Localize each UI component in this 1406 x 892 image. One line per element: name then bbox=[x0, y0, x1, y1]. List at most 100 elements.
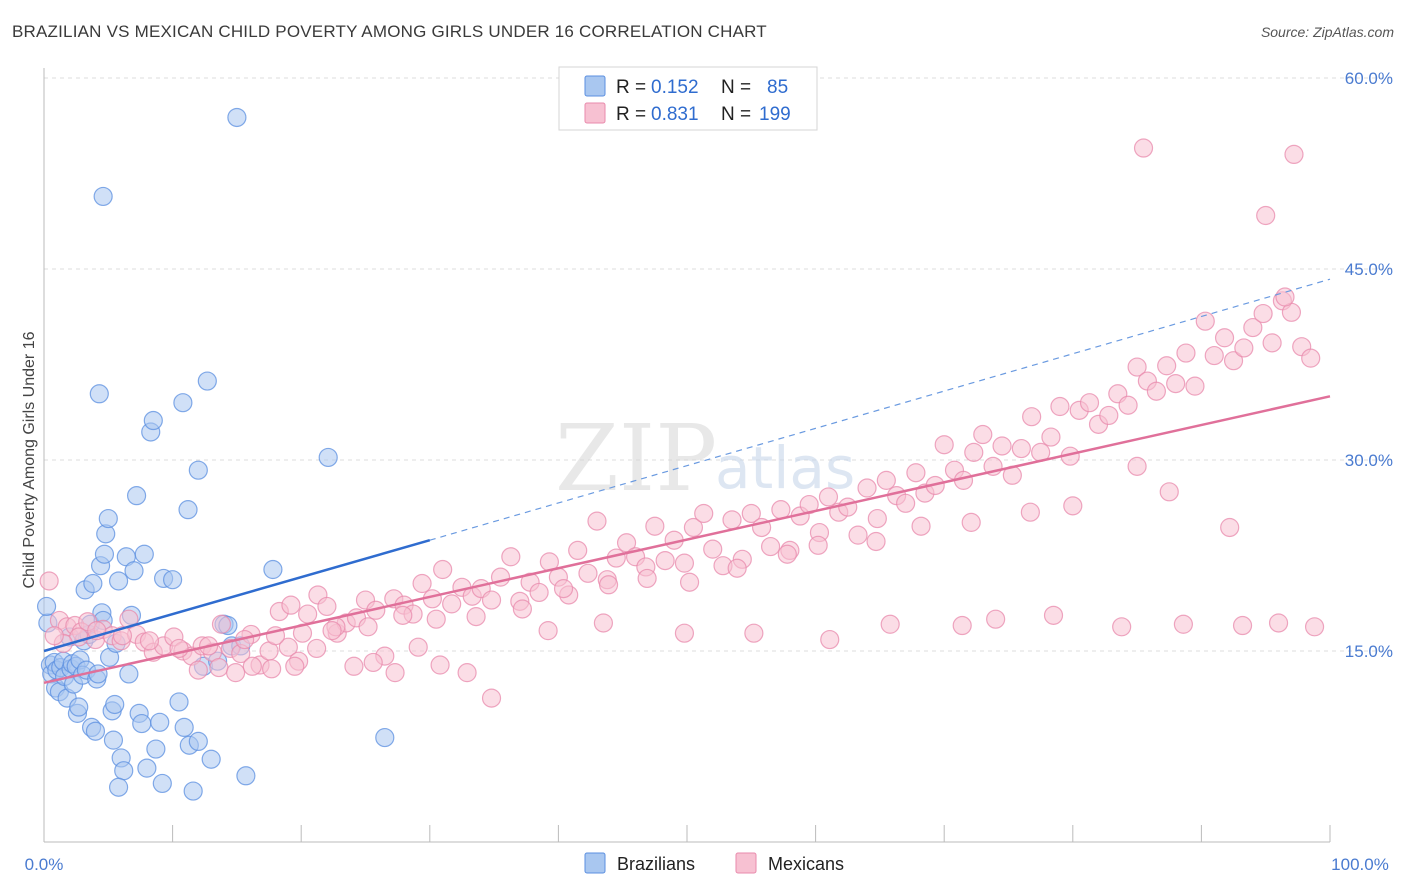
brazilian-point bbox=[94, 544, 115, 564]
brazilian-point bbox=[124, 561, 144, 581]
bottom-legend-mexicans: Mexicans bbox=[768, 854, 844, 874]
y-tick-label: 15.0% bbox=[1345, 642, 1393, 661]
mexican-point bbox=[1133, 138, 1154, 158]
legend-r-value: 0.152 bbox=[651, 77, 699, 98]
mexican-point bbox=[1063, 496, 1083, 516]
mexican-point bbox=[285, 656, 305, 676]
mexican-point bbox=[1223, 351, 1244, 371]
mexican-point bbox=[1301, 348, 1321, 368]
brazilian-point bbox=[188, 460, 208, 480]
brazilian-point bbox=[134, 544, 154, 564]
mexican-point bbox=[281, 595, 301, 615]
y-axis-label: Child Poverty Among Girls Under 16 bbox=[21, 331, 38, 588]
brazilian-point bbox=[318, 447, 338, 468]
brazilian-point bbox=[132, 713, 152, 734]
x-tick-label: 0.0% bbox=[25, 855, 64, 874]
brazilian-point bbox=[150, 712, 170, 732]
chart-source: Source: ZipAtlas.com bbox=[1260, 24, 1394, 40]
mexican-point bbox=[1127, 456, 1147, 476]
mexican-point bbox=[1011, 438, 1031, 459]
brazilian-point bbox=[108, 571, 129, 591]
brazilian-point bbox=[188, 731, 208, 752]
brazilian-point bbox=[375, 727, 395, 748]
mexican-point bbox=[433, 559, 453, 580]
y-tick-label: 60.0% bbox=[1345, 69, 1393, 88]
mexican-point bbox=[777, 544, 797, 564]
mexican-point bbox=[1275, 287, 1295, 307]
mexican-point bbox=[307, 638, 327, 659]
mexican-point bbox=[344, 656, 364, 676]
mexican-point bbox=[278, 637, 298, 657]
mexican-point bbox=[1195, 311, 1215, 331]
brazilian-point bbox=[137, 758, 157, 778]
mexican-point bbox=[1118, 395, 1138, 415]
mexican-point bbox=[1079, 393, 1100, 413]
legend-swatch-mexicans bbox=[584, 102, 606, 124]
chart-title: BRAZILIAN VS MEXICAN CHILD POVERTY AMONG… bbox=[12, 22, 767, 41]
mexican-point bbox=[1243, 317, 1263, 338]
mexican-point bbox=[808, 535, 828, 555]
mexican-point bbox=[1112, 617, 1132, 637]
mexican-point bbox=[1256, 205, 1276, 226]
brazilian-point bbox=[93, 186, 113, 207]
trend-lines bbox=[43, 278, 1331, 685]
mexican-point bbox=[298, 604, 318, 624]
axes bbox=[43, 68, 1331, 843]
mexican-point bbox=[1268, 613, 1289, 633]
mexican-point bbox=[911, 516, 931, 536]
mexican-point bbox=[578, 563, 598, 583]
mexican-point bbox=[880, 614, 900, 634]
mexican-point bbox=[211, 614, 232, 634]
brazilian-point bbox=[103, 730, 124, 750]
mexican-point bbox=[430, 655, 450, 675]
brazilian-point bbox=[178, 500, 198, 520]
mexican-point bbox=[1232, 615, 1253, 636]
mexican-point bbox=[593, 613, 614, 633]
mexican-point bbox=[964, 442, 984, 462]
mexican-point bbox=[1159, 482, 1179, 502]
mexican-point bbox=[992, 436, 1012, 456]
mexican-point bbox=[1220, 517, 1240, 538]
mexican-point bbox=[1204, 345, 1224, 366]
mexican-point bbox=[1127, 357, 1147, 377]
mexican-point bbox=[587, 511, 607, 531]
mexican-point bbox=[637, 568, 657, 589]
mexican-point bbox=[1234, 338, 1254, 358]
brazilian-point bbox=[197, 371, 217, 391]
brazilian-point bbox=[36, 596, 57, 617]
mexican-point bbox=[848, 525, 868, 545]
mexican-point bbox=[934, 435, 954, 455]
mexican-point bbox=[703, 539, 723, 559]
bottom-legend-brazilians: Brazilians bbox=[617, 854, 695, 874]
mexican-point bbox=[760, 536, 781, 557]
mexican-point bbox=[876, 470, 896, 490]
mexican-point bbox=[1043, 605, 1064, 625]
mexican-point bbox=[481, 590, 502, 610]
legend-r-value: 0.831 bbox=[651, 104, 699, 125]
mexican-point bbox=[616, 533, 637, 553]
mexican-point bbox=[481, 688, 502, 708]
mexican-point bbox=[119, 609, 139, 629]
bottom-legend-swatch-brazilians bbox=[584, 852, 606, 874]
legend-r-label: R = bbox=[616, 77, 646, 98]
mexican-point bbox=[674, 553, 695, 573]
mexican-point bbox=[139, 631, 160, 651]
y-tick-label: 45.0% bbox=[1345, 260, 1393, 279]
mexican-trend-line bbox=[43, 395, 1331, 685]
y-tick-label: 30.0% bbox=[1345, 451, 1393, 470]
brazilian-point bbox=[152, 773, 172, 794]
mexican-point bbox=[598, 575, 619, 595]
brazilian-point bbox=[85, 721, 106, 741]
mexican-point bbox=[741, 503, 761, 524]
legend-n-value: 199 bbox=[759, 104, 791, 125]
legend-swatch-brazilians bbox=[584, 75, 606, 97]
brazilian-point bbox=[263, 559, 283, 580]
mexican-point bbox=[1157, 356, 1177, 376]
mexican-point bbox=[322, 621, 342, 641]
mexican-point bbox=[906, 463, 926, 483]
mexican-point bbox=[1146, 381, 1166, 401]
mexican-point bbox=[1262, 333, 1282, 353]
mexican-point bbox=[358, 617, 378, 637]
brazilian-point bbox=[174, 717, 194, 738]
mexican-point bbox=[209, 657, 229, 678]
